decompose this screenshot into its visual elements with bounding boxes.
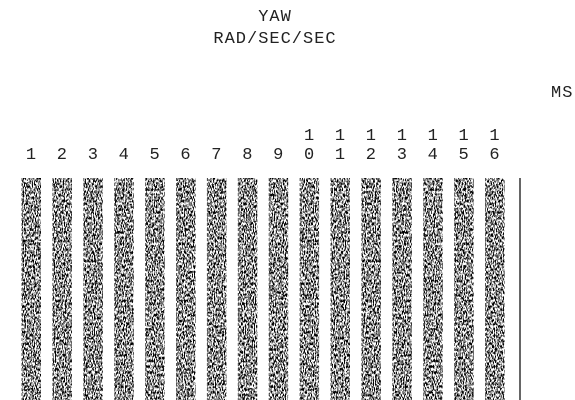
column-label: 11: [335, 125, 346, 165]
strip: [331, 178, 350, 400]
column-label: 4: [118, 125, 129, 165]
column-label: 16: [489, 125, 500, 165]
strip: [269, 178, 288, 400]
column-label: 2: [56, 125, 67, 165]
strip: [22, 178, 41, 400]
strip: [362, 178, 381, 400]
strip: [115, 178, 134, 400]
strip: [486, 178, 505, 400]
strip: [424, 178, 443, 400]
strips: [0, 0, 575, 400]
column-label: 9: [273, 125, 284, 165]
strip-chart-page: {"header": {"title": "YAW", "units": "RA…: [0, 0, 575, 400]
strip: [393, 178, 412, 400]
column-label: 1: [26, 125, 37, 165]
column-label: 5: [149, 125, 160, 165]
column-label: 15: [458, 125, 469, 165]
strip: [455, 178, 474, 400]
column-label: 14: [427, 125, 438, 165]
column-label: 13: [396, 125, 407, 165]
strip: [84, 178, 103, 400]
column-label: 7: [211, 125, 222, 165]
strip: [146, 178, 165, 400]
strip: [300, 178, 319, 400]
column-label: 8: [242, 125, 253, 165]
strip: [177, 178, 196, 400]
strip: [207, 178, 226, 400]
column-label: 12: [365, 125, 376, 165]
column-label: 10: [304, 125, 315, 165]
column-label: 3: [87, 125, 98, 165]
strip: [53, 178, 72, 400]
column-label: 6: [180, 125, 191, 165]
strip: [238, 178, 257, 400]
